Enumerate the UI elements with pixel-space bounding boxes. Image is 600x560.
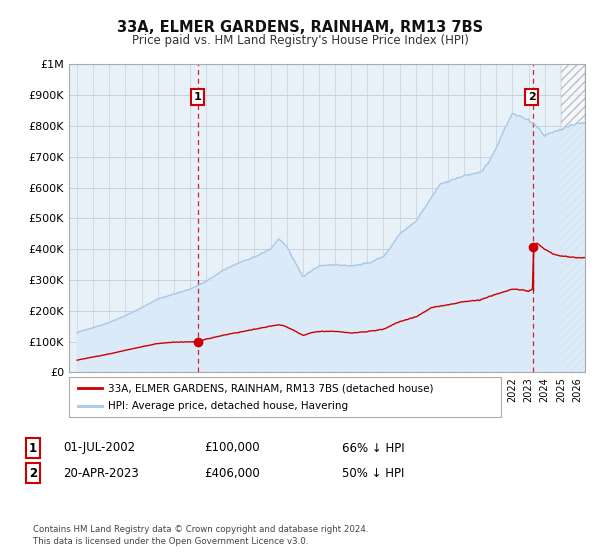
- Text: £406,000: £406,000: [204, 466, 260, 480]
- Text: Contains HM Land Registry data © Crown copyright and database right 2024.
This d: Contains HM Land Registry data © Crown c…: [33, 525, 368, 546]
- Text: 2: 2: [29, 466, 37, 480]
- Text: 50% ↓ HPI: 50% ↓ HPI: [342, 466, 404, 480]
- Text: HPI: Average price, detached house, Havering: HPI: Average price, detached house, Have…: [108, 401, 348, 411]
- Text: 2: 2: [528, 92, 536, 102]
- Text: 33A, ELMER GARDENS, RAINHAM, RM13 7BS: 33A, ELMER GARDENS, RAINHAM, RM13 7BS: [117, 20, 483, 35]
- Text: £100,000: £100,000: [204, 441, 260, 455]
- Text: 1: 1: [29, 441, 37, 455]
- Text: Price paid vs. HM Land Registry's House Price Index (HPI): Price paid vs. HM Land Registry's House …: [131, 34, 469, 46]
- Text: 1: 1: [193, 92, 201, 102]
- Text: 01-JUL-2002: 01-JUL-2002: [63, 441, 135, 455]
- Text: 33A, ELMER GARDENS, RAINHAM, RM13 7BS (detached house): 33A, ELMER GARDENS, RAINHAM, RM13 7BS (d…: [108, 383, 433, 393]
- Text: 20-APR-2023: 20-APR-2023: [63, 466, 139, 480]
- Text: 66% ↓ HPI: 66% ↓ HPI: [342, 441, 404, 455]
